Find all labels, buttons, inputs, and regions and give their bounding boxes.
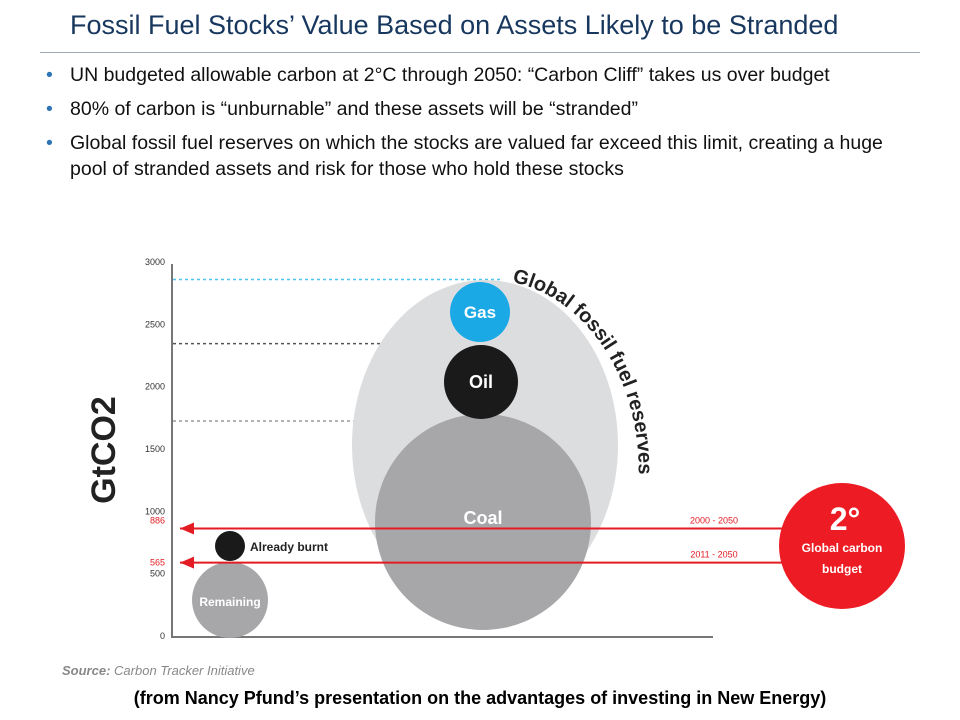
carbon-chart: Global fossil fuel reserves 050010001500… <box>85 257 905 641</box>
y-tick-label: 1500 <box>145 444 165 454</box>
bubble-already-burnt <box>215 531 245 561</box>
bubble-label: Coal <box>463 508 502 528</box>
y-tick-label: 0 <box>160 631 165 641</box>
y-tick-label: 3000 <box>145 257 165 267</box>
source-note: Source: Carbon Tracker Initiative <box>62 663 255 678</box>
y-tick-label-red: 565 <box>150 558 165 568</box>
bullet-text: Global fossil fuel reserves on which the… <box>70 132 883 180</box>
title-divider <box>40 52 920 53</box>
budget-badge-text: budget <box>822 562 862 576</box>
bubble-label: Gas <box>464 303 496 322</box>
bullet-icon: • <box>46 132 53 154</box>
bullet-item: • 80% of carbon is “unburnable” and these… <box>40 96 920 122</box>
source-text: Carbon Tracker Initiative <box>114 663 255 678</box>
bullet-item: • Global fossil fuel reserves on which th… <box>40 130 920 182</box>
bullet-icon: • <box>46 64 53 86</box>
y-tick-label: 2500 <box>145 319 165 329</box>
y-tick-label-red: 886 <box>150 516 165 526</box>
y-tick-label: 1000 <box>145 506 165 516</box>
budget-badge-text: Global carbon <box>802 541 883 555</box>
bullet-item: • UN budgeted allowable carbon at 2°C thr… <box>40 62 920 88</box>
slide-title: Fossil Fuel Stocks’ Value Based on Asset… <box>70 10 839 40</box>
bullet-text: 80% of carbon is “unburnable” and these … <box>70 98 638 120</box>
budget-badge-degree: 2° <box>830 501 861 537</box>
y-axis-label: GtCO2 <box>85 396 123 504</box>
caption: (from Nancy Pfund’s presentation on the … <box>133 688 827 708</box>
bubble-label: Already burnt <box>250 540 328 554</box>
y-tick-label: 2000 <box>145 382 165 392</box>
bullet-text: UN budgeted allowable carbon at 2°C thro… <box>70 64 830 86</box>
bubble-label: Remaining <box>199 595 260 609</box>
bubble-gas <box>450 282 510 342</box>
bubble-label: Oil <box>469 372 493 392</box>
source-label: Source: <box>62 663 111 678</box>
y-tick-label: 500 <box>150 569 165 579</box>
bubble-remaining <box>192 562 268 638</box>
bubble-oil <box>444 345 518 419</box>
budget-line-label: 2000 - 2050 <box>690 516 738 526</box>
budget-badge <box>779 483 905 609</box>
bullet-icon: • <box>46 98 53 120</box>
budget-line-label: 2011 - 2050 <box>690 550 737 560</box>
bubble-coal <box>375 414 591 630</box>
bullet-list: • UN budgeted allowable carbon at 2°C thr… <box>40 62 920 190</box>
